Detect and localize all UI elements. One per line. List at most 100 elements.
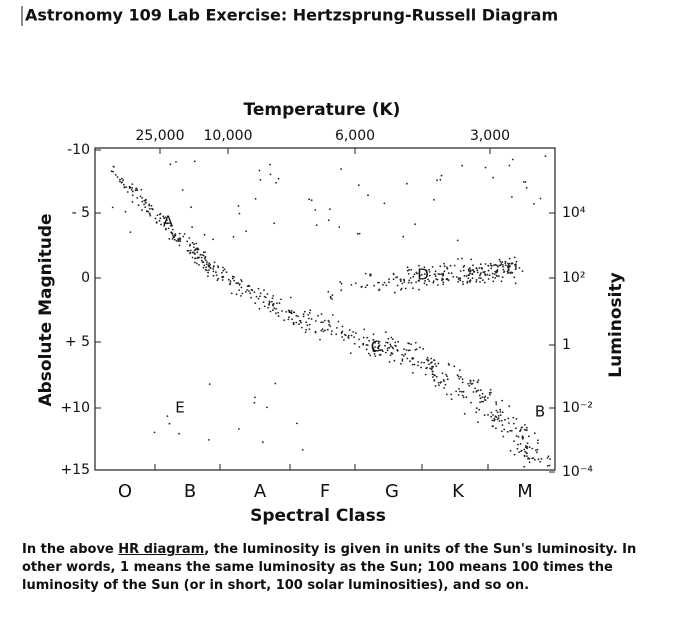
star — [428, 363, 430, 366]
star — [458, 387, 460, 390]
star — [417, 361, 420, 363]
star — [302, 315, 305, 318]
star — [407, 281, 410, 284]
star — [446, 266, 448, 269]
star — [480, 267, 483, 269]
star — [271, 297, 274, 300]
star — [499, 260, 502, 263]
star — [515, 427, 517, 430]
star — [431, 370, 434, 373]
star — [322, 330, 325, 333]
star — [445, 393, 448, 396]
hr-diagram-link[interactable]: HR diagram — [118, 542, 205, 557]
star — [229, 280, 232, 282]
star — [295, 314, 298, 317]
star — [201, 261, 204, 264]
star — [401, 360, 404, 362]
star — [457, 394, 460, 396]
star — [434, 374, 436, 377]
star — [372, 333, 375, 336]
star — [501, 399, 504, 402]
star — [498, 420, 501, 422]
star — [189, 249, 192, 252]
star — [437, 273, 440, 275]
star — [473, 270, 475, 273]
star — [248, 290, 250, 292]
star — [521, 270, 524, 272]
star — [340, 168, 342, 170]
star — [278, 302, 281, 304]
star — [139, 195, 142, 198]
star — [531, 447, 534, 450]
star — [315, 224, 318, 227]
star — [291, 318, 293, 321]
star — [388, 346, 391, 349]
star — [196, 248, 199, 251]
star — [459, 279, 462, 282]
star — [178, 237, 181, 240]
star — [457, 278, 460, 280]
star — [174, 233, 177, 236]
star — [439, 265, 442, 268]
star — [415, 281, 417, 283]
star — [277, 177, 280, 180]
star — [285, 311, 288, 313]
star — [519, 429, 522, 432]
star — [193, 243, 196, 246]
star — [368, 339, 370, 342]
star — [265, 296, 267, 299]
star — [182, 235, 185, 238]
star — [443, 387, 445, 389]
star — [295, 321, 298, 324]
star — [216, 279, 219, 282]
star — [436, 278, 439, 281]
star — [310, 199, 313, 202]
star — [122, 183, 125, 186]
star — [435, 365, 438, 367]
star — [314, 320, 317, 322]
star — [209, 263, 212, 266]
star — [302, 313, 305, 316]
star — [385, 341, 387, 344]
star — [364, 286, 367, 289]
star — [424, 279, 426, 282]
star — [509, 429, 512, 432]
star — [171, 232, 173, 234]
star — [471, 382, 474, 385]
star — [389, 343, 392, 346]
star — [475, 390, 478, 393]
star — [254, 197, 257, 200]
star — [306, 324, 309, 326]
star — [409, 360, 411, 363]
star — [416, 272, 418, 275]
star — [447, 279, 450, 281]
left-tick-label: -10 — [67, 142, 90, 158]
star — [191, 241, 194, 244]
star — [471, 277, 474, 280]
star — [195, 242, 198, 245]
star — [524, 181, 527, 183]
star — [500, 419, 503, 422]
star — [439, 273, 441, 276]
star — [506, 430, 509, 433]
top-tick-label: 25,000 — [136, 128, 185, 144]
spectral-class-label: A — [254, 481, 267, 502]
star — [526, 446, 529, 448]
star — [525, 445, 527, 447]
star — [396, 348, 399, 351]
star — [309, 309, 312, 312]
star — [190, 206, 193, 209]
star — [405, 349, 408, 351]
star — [257, 287, 260, 290]
star — [392, 278, 395, 281]
star — [158, 219, 161, 222]
star — [476, 271, 479, 274]
star — [254, 396, 256, 399]
star — [450, 272, 453, 275]
star — [470, 401, 472, 404]
star — [544, 155, 547, 158]
star — [131, 190, 134, 193]
star — [501, 411, 504, 413]
star — [374, 355, 377, 357]
spectral-class-label: G — [385, 481, 399, 502]
